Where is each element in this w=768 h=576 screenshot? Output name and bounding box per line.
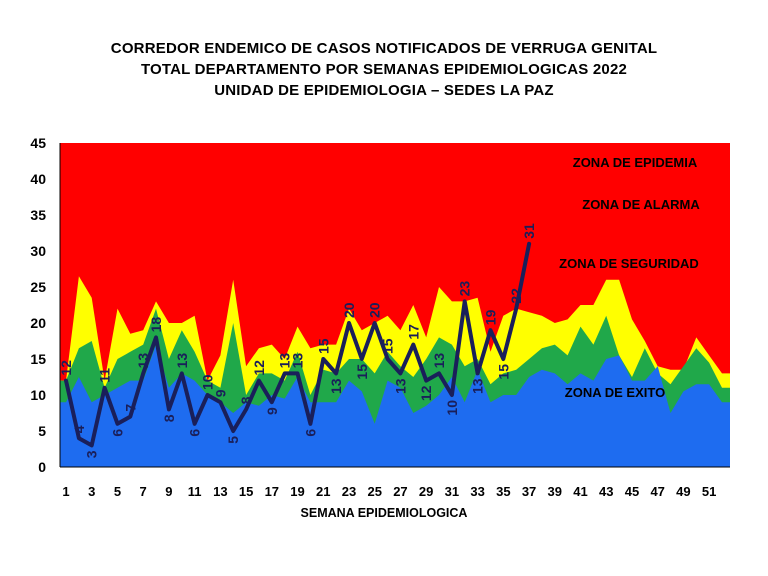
data-label-week-8: 18 [148, 317, 164, 333]
data-label-week-10: 13 [174, 353, 190, 369]
data-label-week-29: 12 [418, 385, 434, 401]
title-line-3: UNIDAD DE EPIDEMIOLOGIA – SEDES LA PAZ [214, 82, 554, 99]
cases-line [64, 241, 532, 448]
x-tick-label-33: 33 [470, 484, 484, 499]
data-label-week-30: 13 [431, 353, 447, 369]
data-label-week-3: 3 [84, 450, 100, 458]
data-label-week-15: 8 [238, 396, 254, 404]
x-tick-label-5: 5 [114, 484, 121, 499]
x-tick-label-21: 21 [316, 484, 330, 499]
data-label-week-25: 20 [367, 302, 383, 318]
annotation-zona-de-alarma: ZONA DE ALARMA [582, 197, 700, 212]
x-tick-label-19: 19 [290, 484, 304, 499]
data-label-week-2: 4 [71, 425, 87, 433]
x-tick-label-3: 3 [88, 484, 95, 499]
y-tick-label-40: 40 [30, 171, 46, 187]
data-label-week-16: 12 [251, 360, 267, 376]
data-label-week-11: 6 [187, 429, 203, 437]
x-tick-label-47: 47 [650, 484, 664, 499]
data-label-week-37: 31 [521, 223, 537, 239]
x-tick-label-11: 11 [188, 484, 202, 499]
data-label-week-33: 13 [470, 378, 486, 394]
y-tick-label-0: 0 [38, 459, 46, 475]
data-label-week-12: 10 [199, 374, 215, 390]
data-label-week-36: 22 [508, 288, 524, 304]
x-tick-label-15: 15 [239, 484, 253, 499]
data-label-week-14: 5 [225, 436, 241, 444]
x-tick-label-13: 13 [213, 484, 227, 499]
data-label-week-34: 19 [482, 309, 498, 325]
y-tick-label-10: 10 [30, 387, 46, 403]
x-tick-label-1: 1 [62, 484, 69, 499]
x-tick-label-17: 17 [265, 484, 279, 499]
data-label-week-31: 10 [444, 400, 460, 416]
x-tick-label-7: 7 [140, 484, 147, 499]
data-label-week-35: 15 [495, 364, 511, 380]
y-tick-label-45: 45 [30, 135, 46, 151]
data-label-week-6: 7 [122, 404, 138, 412]
annotation-zona-de-exito: ZONA DE EXITO [565, 385, 665, 400]
y-tick-label-25: 25 [30, 279, 46, 295]
x-tick-label-41: 41 [573, 484, 587, 499]
data-label-week-26: 15 [380, 338, 396, 354]
data-label-week-24: 15 [354, 364, 370, 380]
data-label-week-17: 9 [264, 407, 280, 415]
x-tick-label-49: 49 [676, 484, 690, 499]
data-label-week-23: 20 [341, 302, 357, 318]
y-tick-label-15: 15 [30, 351, 46, 367]
x-tick-label-43: 43 [599, 484, 613, 499]
chart-title: CORREDOR ENDEMICO DE CASOS NOTIFICADOS D… [0, 38, 768, 101]
data-label-week-20: 6 [302, 429, 318, 437]
x-tick-label-9: 9 [165, 484, 172, 499]
x-tick-label-27: 27 [393, 484, 407, 499]
x-tick-label-45: 45 [625, 484, 639, 499]
data-label-week-19: 13 [290, 353, 306, 369]
data-label-week-18: 13 [277, 353, 293, 369]
data-label-week-4: 11 [97, 368, 113, 383]
x-tick-label-37: 37 [522, 484, 536, 499]
x-tick-label-31: 31 [445, 484, 459, 499]
y-tick-label-20: 20 [30, 315, 46, 331]
zone-area-zona-de-exito [60, 344, 730, 467]
x-tick-label-35: 35 [496, 484, 510, 499]
y-tick-label-5: 5 [38, 423, 46, 439]
annotation-zona-de-seguridad: ZONA DE SEGURIDAD [559, 256, 699, 271]
x-tick-label-25: 25 [367, 484, 381, 499]
x-tick-label-39: 39 [548, 484, 562, 499]
y-tick-label-30: 30 [30, 243, 46, 259]
data-label-week-13: 9 [212, 389, 228, 397]
x-tick-label-29: 29 [419, 484, 433, 499]
data-label-week-1: 12 [58, 360, 74, 376]
data-label-week-22: 13 [328, 378, 344, 394]
y-tick-label-35: 35 [30, 207, 46, 223]
data-label-week-28: 17 [405, 324, 421, 340]
data-label-week-27: 13 [392, 378, 408, 394]
data-label-week-5: 6 [109, 429, 125, 437]
data-label-week-7: 13 [135, 353, 151, 369]
title-line-2: TOTAL DEPARTAMENTO POR SEMANAS EPIDEMIOL… [140, 61, 628, 78]
data-label-week-21: 15 [315, 338, 331, 354]
data-label-week-9: 8 [161, 414, 177, 422]
data-label-week-32: 23 [457, 281, 473, 297]
x-axis-label: SEMANA EPIDEMIOLOGICA [300, 506, 468, 520]
title-line-1: CORREDOR ENDEMICO DE CASOS NOTIFICADOS D… [110, 40, 658, 57]
x-tick-label-51: 51 [702, 484, 716, 499]
annotation-zona-de-epidemia: ZONA DE EPIDEMIA [573, 155, 698, 170]
x-tick-label-23: 23 [342, 484, 356, 499]
